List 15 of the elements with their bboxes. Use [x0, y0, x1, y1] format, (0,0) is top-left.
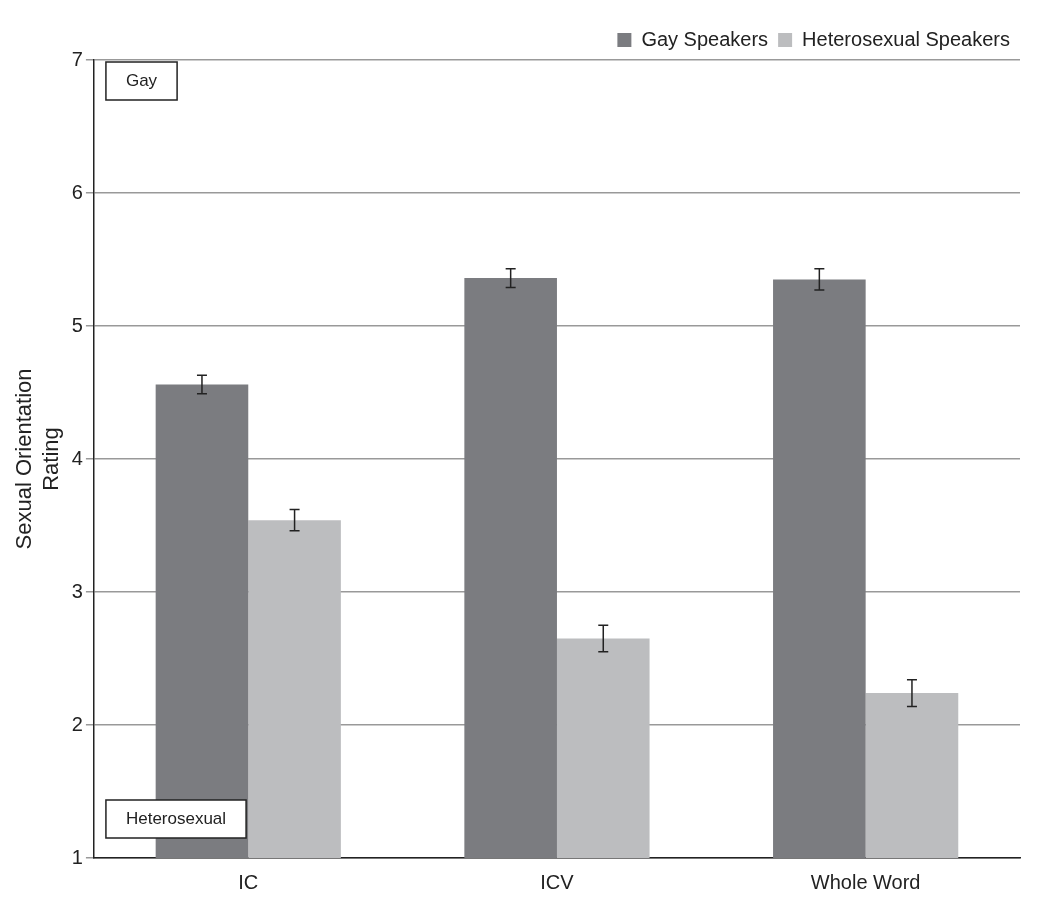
y-tick-label: 6 — [71, 180, 83, 203]
y-tick-label: 3 — [71, 579, 83, 602]
legend-label: Gay Speakers — [641, 27, 769, 50]
y-axis-title: Sexual Orientation Rating — [11, 368, 63, 550]
y-tick-label: 4 — [71, 446, 83, 469]
y-tick-label: 1 — [71, 845, 83, 868]
x-tick-label: ICV — [540, 870, 575, 893]
x-tick-label: IC — [238, 870, 259, 893]
y-tick-label: 7 — [71, 47, 83, 70]
legend-label: Heterosexual Speakers — [802, 27, 1010, 50]
annotation: Heterosexual — [125, 808, 227, 828]
x-tick-label: Whole Word — [810, 870, 921, 893]
y-tick-label: 5 — [71, 313, 83, 336]
y-tick-label: 2 — [71, 712, 83, 735]
annotation: Gay — [125, 70, 158, 90]
